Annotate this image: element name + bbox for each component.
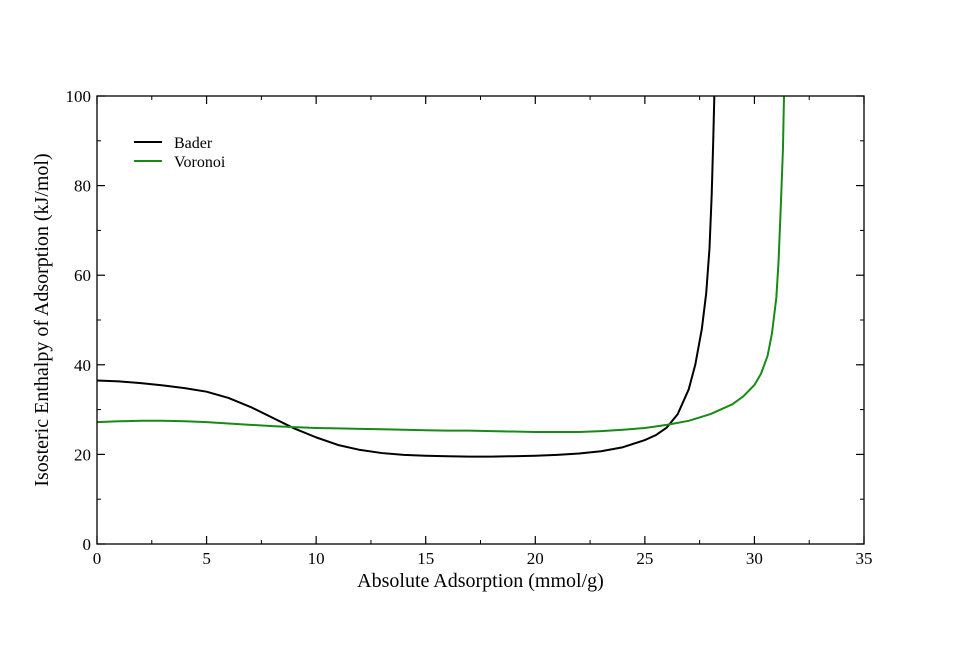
legend: Bader Voronoi (134, 135, 226, 171)
x-tick-label: 35 (856, 549, 873, 568)
x-axis-title: Absolute Adsorption (mmol/g) (357, 570, 604, 592)
series-line-voronoi (97, 96, 786, 433)
x-tick-label: 20 (527, 549, 544, 568)
plot-frame (96, 95, 865, 545)
x-tick-label: 0 (93, 549, 102, 568)
y-tick-label: 80 (74, 177, 91, 196)
series-layer (97, 96, 786, 458)
y-tick-label: 0 (83, 535, 92, 554)
legend-label-bader: Bader (174, 135, 213, 152)
y-tick-label: 100 (66, 87, 92, 106)
x-tick-label: 10 (308, 549, 325, 568)
y-tick-label: 20 (74, 445, 91, 464)
x-tick-label: 25 (636, 549, 653, 568)
x-tick-label: 15 (417, 549, 434, 568)
x-tick-label: 5 (202, 549, 211, 568)
x-tick-label: 30 (746, 549, 763, 568)
y-axis-title: Isosteric Enthalpy of Adsorption (kJ/mol… (31, 153, 53, 486)
legend-label-voronoi: Voronoi (174, 154, 226, 171)
tick-labels: 0 5 10 15 20 25 30 35 0 20 40 60 80 100 (66, 87, 873, 568)
y-tick-label: 40 (74, 356, 91, 375)
series-line-bader (97, 96, 716, 458)
y-tick-label: 60 (74, 266, 91, 285)
